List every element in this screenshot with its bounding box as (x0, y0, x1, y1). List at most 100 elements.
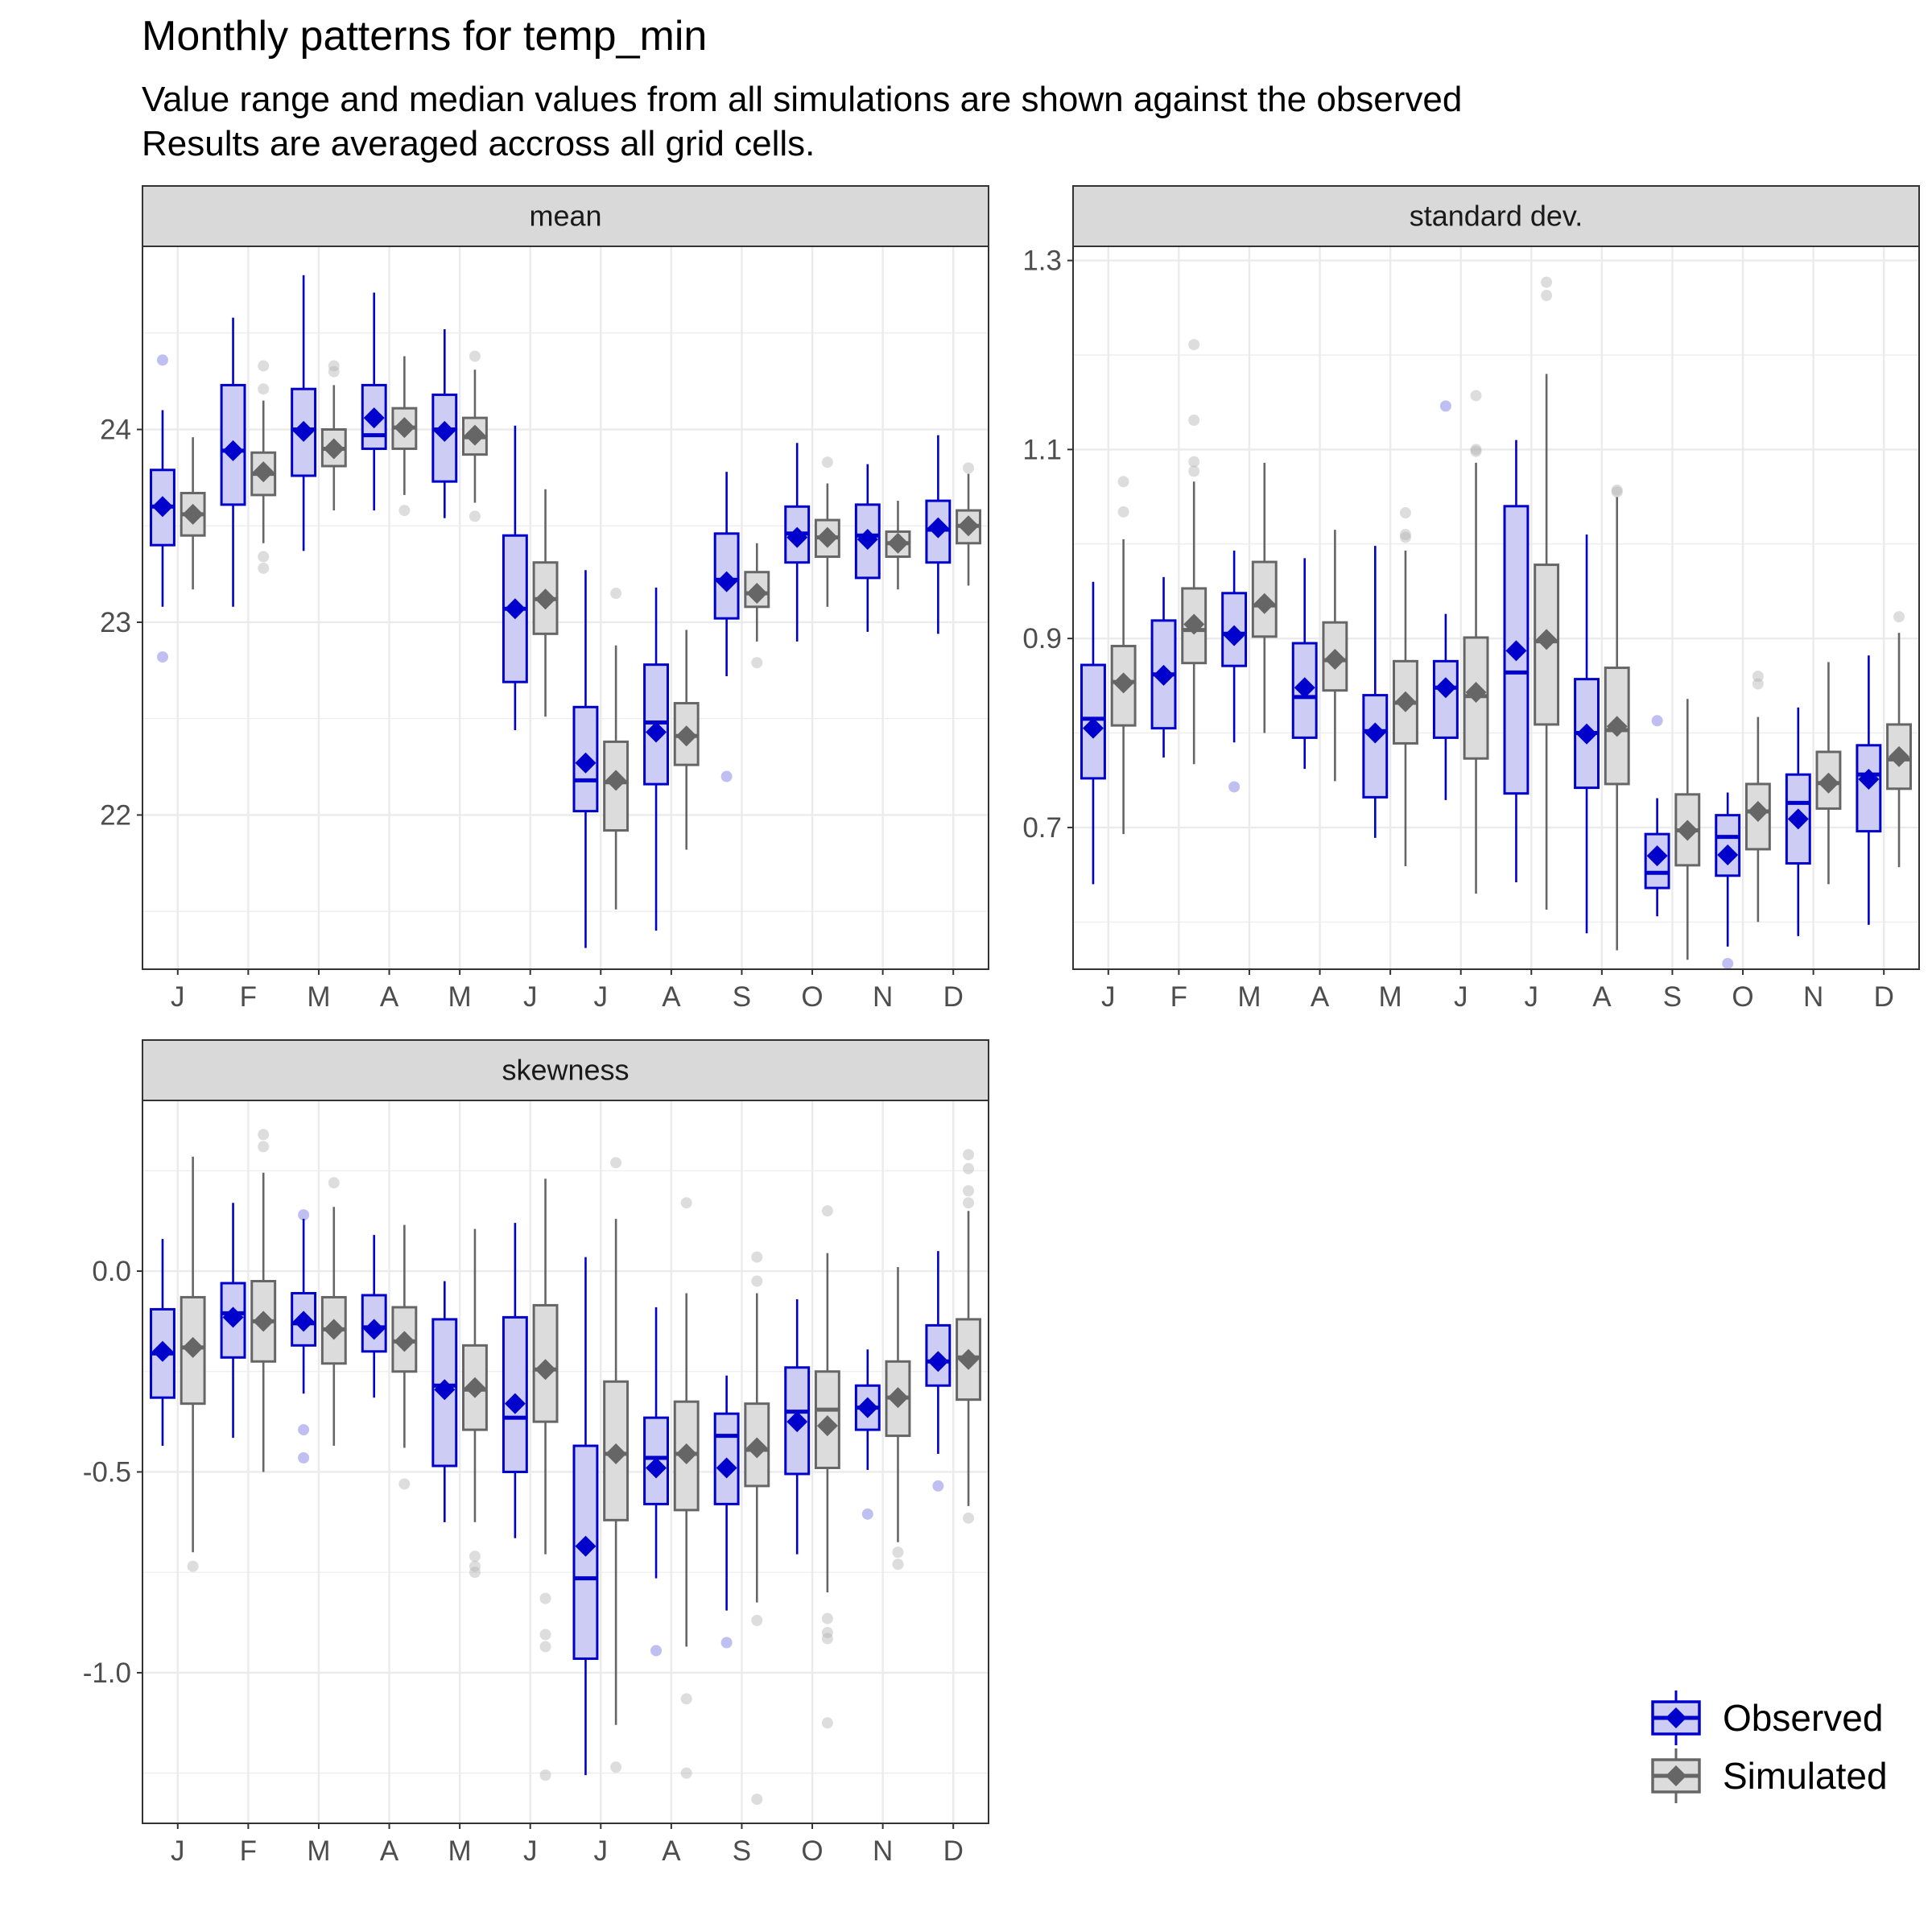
outlier-point (680, 1197, 692, 1209)
mean-x-tick-label: O (801, 981, 823, 1013)
mean-x-tick-label: J (594, 981, 609, 1013)
mean-marker (927, 1351, 949, 1373)
outlier-point (1470, 390, 1482, 402)
standard-dev-simulated-box-d (1886, 611, 1912, 868)
mean-marker (746, 583, 768, 605)
mean-marker (857, 1397, 878, 1418)
outlier-point (1399, 507, 1411, 519)
mean-y-tick-label: 22 (100, 799, 131, 831)
standard-dev-x-tick-label: N (1803, 981, 1823, 1013)
standard-dev-simulated-box-m (1393, 507, 1418, 867)
mean-simulated-box-a (673, 630, 700, 850)
standard-dev-observed-box-j (1080, 581, 1106, 885)
outlier-point (963, 1149, 975, 1161)
outlier-point (821, 456, 833, 469)
standard-dev-x-tick-label: D (1874, 981, 1894, 1013)
outlier-point (1722, 957, 1734, 969)
skewness-simulated-box-j (532, 1179, 559, 1781)
outlier-point (610, 1157, 622, 1169)
standard-dev-simulated-box-j (1110, 476, 1137, 835)
mean-simulated-box-j (532, 489, 559, 717)
skewness-x-tick-label: J (523, 1835, 538, 1867)
outlier-point (156, 354, 168, 366)
mean-marker (1253, 592, 1275, 614)
outlier-point (258, 1141, 270, 1153)
outlier-point (751, 1251, 763, 1263)
mean-marker (323, 438, 345, 460)
legend-key-observed (1651, 1690, 1701, 1745)
outlier-point (751, 1615, 763, 1627)
skewness-strip (142, 1039, 989, 1101)
mean-x-tick-label: J (523, 981, 538, 1013)
skewness-observed-box-n (854, 1349, 881, 1520)
mean-x-tick-label: M (307, 981, 330, 1013)
mean-x-tick-label: M (448, 981, 472, 1013)
mean-marker (222, 1307, 244, 1328)
standard-dev-observed-box-j (1503, 440, 1530, 883)
skewness-simulated-box-j (603, 1157, 630, 1773)
outlier-point (328, 1177, 340, 1189)
mean-observed-box-m (431, 328, 458, 518)
outlier-point (469, 1567, 481, 1579)
skewness-x-tick-label: S (733, 1835, 751, 1867)
box-body (220, 1282, 246, 1359)
standard-dev-observed-box-a (1574, 535, 1600, 934)
panel-skewness: skewness -1.0 -0.5 0.0 J F M A M J J A S O N D (83, 1039, 989, 1867)
standard-dev-x-tick-label: O (1732, 981, 1753, 1013)
skewness-strip-label: skewness (502, 1054, 629, 1087)
mean-marker (816, 526, 838, 548)
skewness-x-tick-label: J (594, 1835, 609, 1867)
mean-simulated-box-s (744, 543, 770, 669)
box-body (1744, 782, 1771, 851)
outlier-point (1117, 506, 1129, 518)
outlier-point (1541, 290, 1553, 302)
outlier-point (539, 1641, 551, 1653)
outlier-point (1399, 529, 1411, 541)
outlier-point (258, 383, 270, 395)
skewness-simulated-box-d (956, 1149, 981, 1524)
skewness-x-tick-label: O (801, 1835, 823, 1867)
standard-dev-x-tick-label: S (1663, 981, 1682, 1013)
mean-marker (151, 1340, 173, 1362)
skewness-simulated-box-n (885, 1267, 911, 1571)
outlier-point (1188, 456, 1200, 468)
standard-dev-observed-box-o (1715, 792, 1741, 969)
mean-marker (958, 515, 980, 537)
outlier-point (1470, 444, 1482, 456)
standard-dev-observed-box-f (1150, 576, 1177, 758)
standard-dev-observed-box-n (1785, 707, 1811, 936)
skewness-simulated-box-s (744, 1251, 770, 1806)
mean-marker (323, 1319, 345, 1340)
outlier-point (1188, 339, 1200, 351)
standard-dev-x-tick-label: F (1170, 981, 1187, 1013)
outlier-point (187, 1560, 199, 1572)
standard-dev-x-tick-label: M (1237, 981, 1261, 1013)
box-body (713, 532, 740, 620)
mean-simulated-box-o (814, 456, 840, 607)
standard-dev-simulated-box-o (1744, 671, 1771, 923)
mean-y-tick-label: 23 (100, 607, 131, 638)
outlier-point (751, 1275, 763, 1287)
skewness-y-tick-label: -0.5 (83, 1456, 131, 1488)
mean-marker (1224, 625, 1245, 646)
skewness-plot-background (142, 1100, 989, 1823)
outlier-point (963, 462, 975, 474)
mean-marker (1889, 745, 1910, 767)
skewness-simulated-box-m (320, 1177, 347, 1447)
standard-dev-x-tick-label: J (1101, 981, 1116, 1013)
outlier-point (963, 1197, 975, 1209)
outlier-point (892, 1546, 904, 1558)
mean-marker (1394, 691, 1416, 712)
outlier-point (469, 350, 481, 362)
mean-observed-box-n (854, 464, 881, 632)
standard-dev-strip-label: standard dev. (1410, 200, 1583, 233)
mean-marker (1364, 722, 1386, 744)
outlier-point (821, 1627, 833, 1639)
mean-x-tick-label: A (662, 981, 681, 1013)
mean-marker (1646, 845, 1668, 867)
outlier-point (821, 1205, 833, 1217)
skewness-panel-border (142, 1100, 989, 1824)
mean-observed-box-a (643, 587, 669, 931)
outlier-point (680, 1767, 692, 1779)
mean-simulated-box-d (956, 462, 981, 586)
